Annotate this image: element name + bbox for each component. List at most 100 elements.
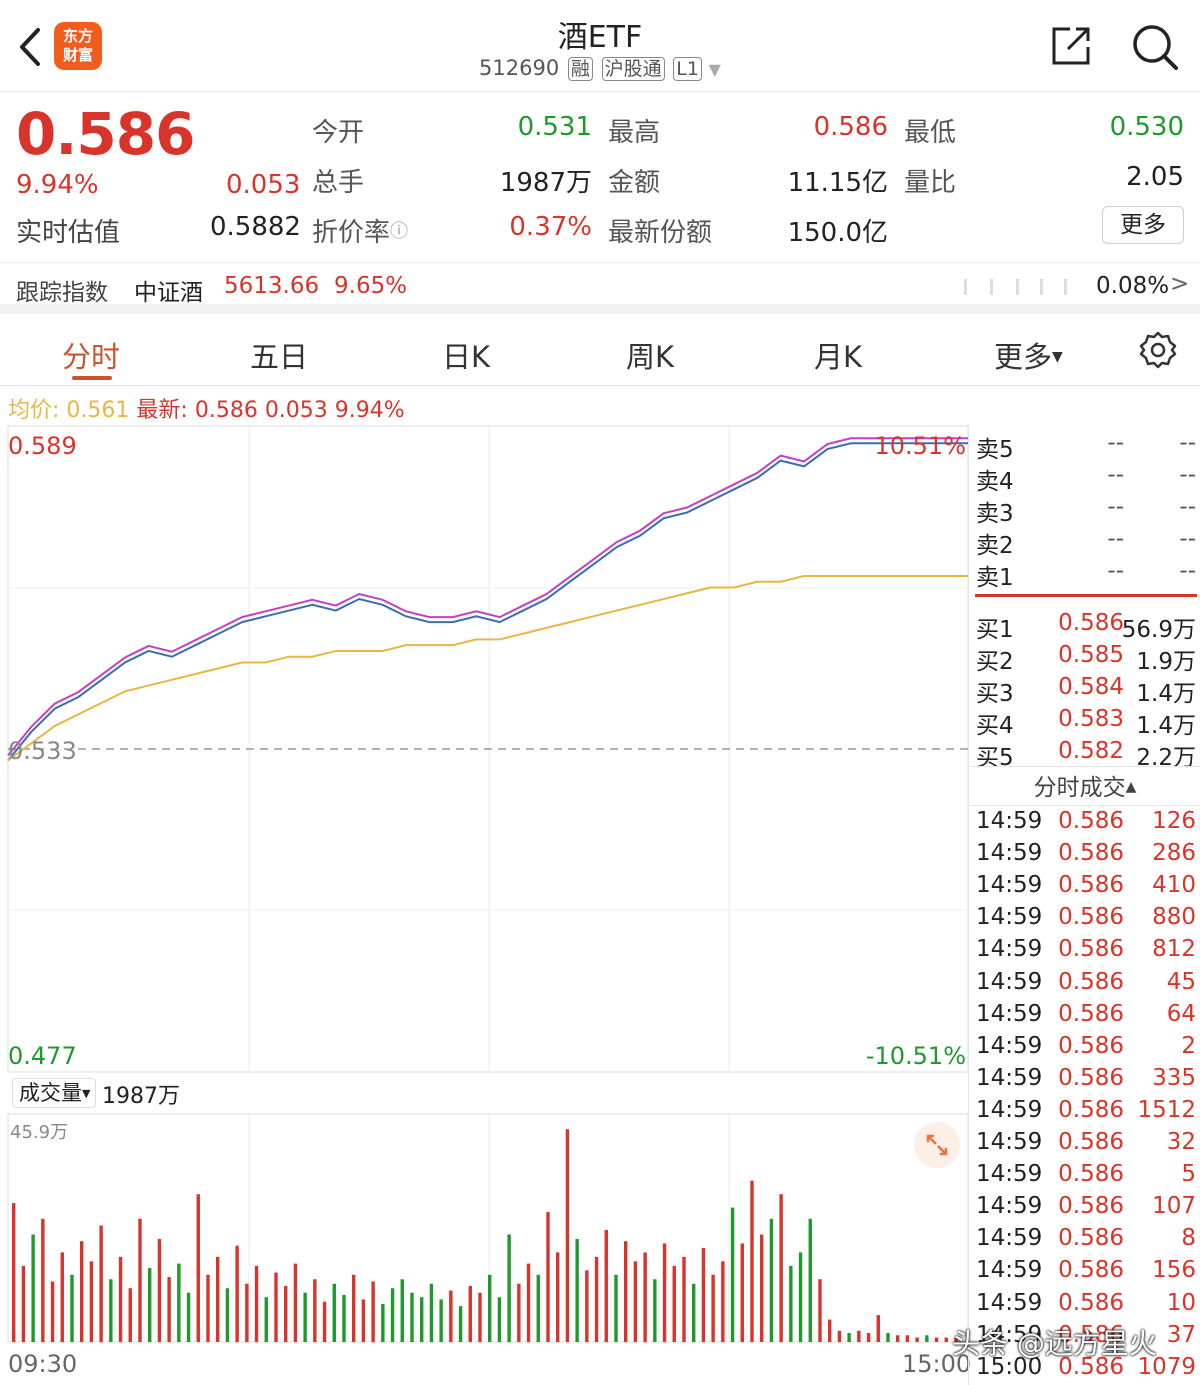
volume-bar bbox=[381, 1303, 385, 1342]
volume-bar bbox=[254, 1265, 259, 1342]
buy-level-price: 0.582 bbox=[1058, 738, 1124, 764]
tab-daily-k[interactable]: 日K bbox=[442, 340, 491, 374]
volume-bar bbox=[322, 1301, 327, 1342]
app-logo[interactable]: 东方 财富 bbox=[54, 22, 102, 70]
tab-five-day[interactable]: 五日 bbox=[250, 340, 309, 374]
buy-level-label: 买4 bbox=[976, 713, 1014, 739]
caret-down-icon: ▼ bbox=[708, 60, 721, 79]
chart-tabs: 分时 五日 日K 周K 月K 更多▼ bbox=[0, 322, 1200, 386]
tracking-index-row[interactable]: 跟踪指数 中证酒 5613.66 9.65% 0.08% > bbox=[0, 262, 1200, 314]
tick-time: 14:59 bbox=[976, 1064, 1043, 1091]
tick-time: 14:59 bbox=[976, 1321, 1043, 1348]
stock-code-row[interactable]: 512690 融 沪股通 L1 ▼ bbox=[0, 56, 1200, 81]
settings-button[interactable] bbox=[1138, 330, 1178, 374]
tick-time: 14:59 bbox=[976, 1096, 1043, 1123]
tick-row: 14:59 0.586 5 bbox=[970, 1161, 1198, 1191]
volume-bar bbox=[361, 1299, 366, 1342]
last-price: 0.586 bbox=[16, 100, 195, 168]
back-button[interactable] bbox=[10, 22, 50, 72]
avg-value: 0.561 bbox=[66, 398, 130, 423]
volume-bar bbox=[157, 1238, 162, 1342]
buy-level-volume: 1.4万 bbox=[1136, 681, 1196, 707]
more-quote-button[interactable]: 更多 bbox=[1102, 206, 1184, 244]
sell-level-label: 卖5 bbox=[976, 437, 1014, 463]
tick-volume: 286 bbox=[1152, 840, 1196, 867]
share-button[interactable] bbox=[1050, 25, 1092, 67]
tick-time: 14:59 bbox=[976, 1289, 1043, 1316]
tick-time: 14:59 bbox=[976, 840, 1043, 867]
sell-level-volume: -- bbox=[1179, 430, 1196, 456]
volume-bar bbox=[692, 1283, 696, 1342]
logo-text-line2: 财富 bbox=[62, 46, 93, 64]
expand-button[interactable] bbox=[914, 1122, 960, 1168]
tracking-index-value: 5613.66 bbox=[224, 273, 320, 299]
volume-bar bbox=[633, 1261, 638, 1342]
volume-bar bbox=[740, 1243, 744, 1342]
volume-bar bbox=[303, 1292, 307, 1342]
intraday-chart[interactable] bbox=[0, 420, 970, 1075]
stock-code: 512690 bbox=[479, 56, 560, 80]
volume-bar bbox=[138, 1218, 142, 1342]
volume-bar bbox=[701, 1247, 706, 1342]
volume-bar bbox=[420, 1297, 424, 1342]
volume-bar bbox=[536, 1274, 540, 1342]
tick-volume: 10 bbox=[1166, 1289, 1196, 1316]
latest-change: 0.053 bbox=[264, 398, 328, 423]
volume-bar bbox=[70, 1274, 74, 1342]
volume-bar bbox=[245, 1283, 249, 1342]
volume-bar bbox=[400, 1279, 404, 1342]
buy-level-volume: 1.9万 bbox=[1136, 649, 1196, 675]
volume-bar bbox=[760, 1234, 764, 1342]
open-value: 0.531 bbox=[517, 112, 592, 142]
iopv-label: 实时估值 bbox=[16, 218, 121, 248]
sell-level-label: 卖3 bbox=[976, 501, 1014, 527]
volume-bar bbox=[118, 1256, 123, 1342]
tick-volume: 2 bbox=[1181, 1032, 1196, 1059]
chevron-right-icon: > bbox=[1170, 271, 1190, 297]
low-label: 最低 bbox=[904, 118, 957, 148]
caret-down-icon: ▼ bbox=[1052, 349, 1063, 365]
tab-more[interactable]: 更多▼ bbox=[994, 334, 1063, 376]
info-icon[interactable]: ⓘ bbox=[390, 221, 409, 242]
tick-time: 14:59 bbox=[976, 904, 1043, 931]
tick-volume: 64 bbox=[1166, 1000, 1196, 1027]
tab-weekly-k[interactable]: 周K bbox=[626, 340, 675, 374]
tick-time: 14:59 bbox=[976, 1032, 1043, 1059]
volume-bar bbox=[808, 1218, 812, 1342]
tick-row: 14:59 0.586 10 bbox=[970, 1290, 1198, 1320]
amount-value: 11.15亿 bbox=[787, 168, 888, 198]
tick-volume: 32 bbox=[1166, 1129, 1196, 1155]
volume-bar bbox=[332, 1283, 336, 1342]
volume-bar bbox=[478, 1292, 482, 1342]
tracking-index-name: 中证酒 bbox=[134, 280, 203, 306]
discount-label[interactable]: 折价率ⓘ bbox=[312, 212, 408, 249]
latest-label: 最新: bbox=[136, 398, 188, 423]
volume-bar bbox=[488, 1274, 492, 1342]
volume-bar bbox=[60, 1252, 64, 1342]
volume-chart[interactable] bbox=[0, 1110, 970, 1345]
volume-bar bbox=[371, 1281, 375, 1342]
tick-row: 15:00 0.586 1079 bbox=[970, 1354, 1198, 1384]
sell-level-label: 卖2 bbox=[976, 533, 1014, 559]
tick-volume: 335 bbox=[1152, 1064, 1196, 1091]
tick-row: 14:59 0.586 1512 bbox=[970, 1097, 1198, 1127]
volume-bar bbox=[886, 1333, 890, 1342]
tick-price: 0.586 bbox=[1058, 1129, 1124, 1155]
chevron-left-icon bbox=[20, 28, 40, 66]
order-book-divider bbox=[975, 594, 1197, 597]
change-percent: 9.94% bbox=[16, 170, 99, 200]
search-button[interactable] bbox=[1130, 22, 1180, 72]
volume-bar bbox=[944, 1337, 948, 1342]
ticks-title-bar[interactable]: 分时成交▲ bbox=[970, 766, 1200, 806]
volume-selector[interactable]: 成交量▼ bbox=[12, 1078, 96, 1108]
tick-price: 0.586 bbox=[1058, 808, 1124, 834]
tab-monthly-k[interactable]: 月K bbox=[814, 340, 863, 374]
watermark: 头条 @远方星火 bbox=[952, 1327, 1157, 1360]
tick-price: 0.586 bbox=[1058, 968, 1124, 995]
tab-intraday[interactable]: 分时 bbox=[62, 340, 121, 374]
tick-row: 14:59 0.586 880 bbox=[970, 904, 1198, 934]
volume-bar bbox=[99, 1225, 103, 1342]
volume-ratio-label: 量比 bbox=[904, 168, 957, 198]
volume-bar bbox=[21, 1265, 26, 1342]
mini-bars-icon bbox=[964, 279, 1067, 295]
